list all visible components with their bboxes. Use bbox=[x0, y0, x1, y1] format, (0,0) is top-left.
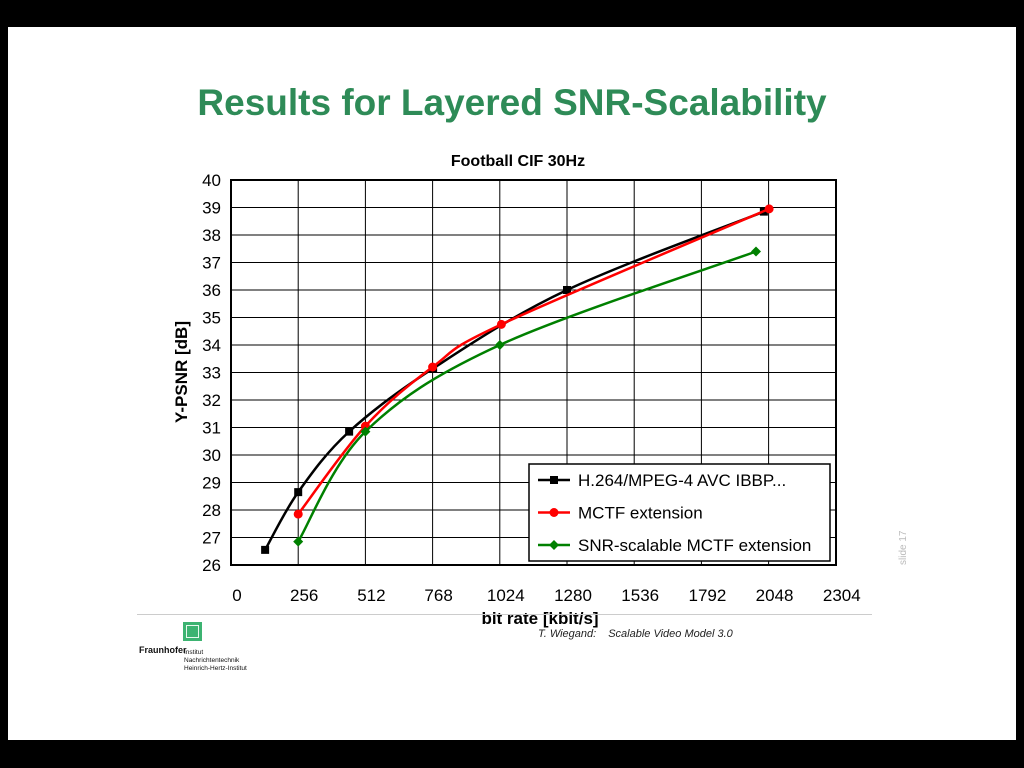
footer-author: T. Wiegand: bbox=[538, 628, 597, 640]
x-tick-labels: 0 256 512 768 1024 1280 1536 1792 2048 2304 bbox=[232, 586, 860, 605]
series-line bbox=[297, 250, 757, 543]
slide bbox=[8, 27, 1016, 740]
data-point bbox=[428, 362, 438, 372]
data-point bbox=[751, 246, 761, 257]
logo-line-1: Institut bbox=[184, 649, 204, 656]
x-tick-label: 1280 bbox=[554, 586, 592, 605]
legend-box bbox=[528, 463, 831, 562]
data-point bbox=[293, 536, 304, 547]
legend-label: SNR-scalable MCTF extension bbox=[578, 536, 811, 555]
y-tick-label: 37 bbox=[202, 254, 221, 273]
footer-divider bbox=[137, 614, 872, 615]
x-axis-label: bit rate [kbit/s] bbox=[481, 609, 598, 628]
logo-line-3: Heinrich-Hertz-Institut bbox=[184, 665, 247, 672]
y-axis-label: Y-PSNR [dB] bbox=[172, 321, 191, 423]
series-diamond bbox=[293, 246, 761, 547]
y-tick-label: 33 bbox=[202, 364, 221, 383]
y-tick-labels: 26 27 28 29 30 31 32 33 34 35 36 37 38 39 40 bbox=[202, 171, 221, 575]
footer-credit: T. Wiegand: Scalable Video Model 3.0 bbox=[538, 628, 733, 640]
x-tick-label: 1536 bbox=[621, 586, 659, 605]
y-tick-label: 28 bbox=[202, 501, 221, 520]
fraunhofer-logo-icon bbox=[183, 622, 202, 641]
y-tick-label: 38 bbox=[202, 226, 221, 245]
data-point bbox=[764, 204, 774, 214]
data-point bbox=[494, 340, 505, 350]
plot-border bbox=[230, 179, 837, 566]
footer-text: Scalable Video Model 3.0 bbox=[608, 628, 733, 640]
logo-line-2: Nachrichtentechnik bbox=[184, 657, 240, 664]
data-point bbox=[360, 426, 371, 437]
chart-title: Football CIF 30Hz bbox=[451, 153, 585, 170]
data-point bbox=[345, 427, 354, 436]
chart-legend: H.264/MPEG-4 AVC IBBP... MCTF extension SN… bbox=[528, 463, 831, 562]
series-line bbox=[297, 207, 770, 515]
y-tick-label: 32 bbox=[202, 391, 221, 410]
y-tick-label: 35 bbox=[202, 309, 221, 328]
x-tick-label: 512 bbox=[357, 586, 385, 605]
legend-marker bbox=[549, 508, 559, 517]
y-tick-label: 39 bbox=[202, 199, 221, 218]
data-point bbox=[294, 488, 303, 497]
data-point bbox=[496, 319, 506, 329]
chart-series bbox=[261, 204, 774, 554]
y-tick-label: 34 bbox=[202, 336, 221, 355]
legend-label: MCTF extension bbox=[578, 504, 703, 523]
y-tick-label: 30 bbox=[202, 446, 221, 465]
x-tick-label: 256 bbox=[290, 586, 318, 605]
legend-marker bbox=[549, 540, 559, 550]
x-tick-label: 0 bbox=[232, 586, 241, 605]
x-tick-label: 2048 bbox=[756, 586, 794, 605]
legend-marker bbox=[550, 476, 558, 484]
y-tick-label: 26 bbox=[202, 556, 221, 575]
data-point bbox=[563, 286, 571, 294]
x-tick-label: 1792 bbox=[688, 586, 726, 605]
x-tick-label: 1024 bbox=[487, 586, 525, 605]
slide-title: Results for Layered SNR-Scalability bbox=[197, 82, 827, 123]
y-tick-label: 29 bbox=[202, 474, 221, 493]
data-point bbox=[293, 509, 303, 519]
logo-subtitle: Institut Nachrichtentechnik Heinrich-Her… bbox=[184, 649, 247, 673]
y-tick-label: 36 bbox=[202, 281, 221, 300]
series-circle bbox=[293, 204, 774, 519]
y-tick-label: 31 bbox=[202, 419, 221, 438]
x-tick-label: 2304 bbox=[823, 586, 861, 605]
data-point bbox=[261, 545, 270, 554]
y-tick-label: 27 bbox=[202, 529, 221, 548]
legend-label: H.264/MPEG-4 AVC IBBP... bbox=[578, 471, 786, 490]
logo-name: Fraunhofer bbox=[139, 645, 187, 655]
y-tick-label: 40 bbox=[202, 171, 221, 190]
x-tick-label: 768 bbox=[424, 586, 452, 605]
slide-number: slide 17 bbox=[898, 530, 909, 565]
